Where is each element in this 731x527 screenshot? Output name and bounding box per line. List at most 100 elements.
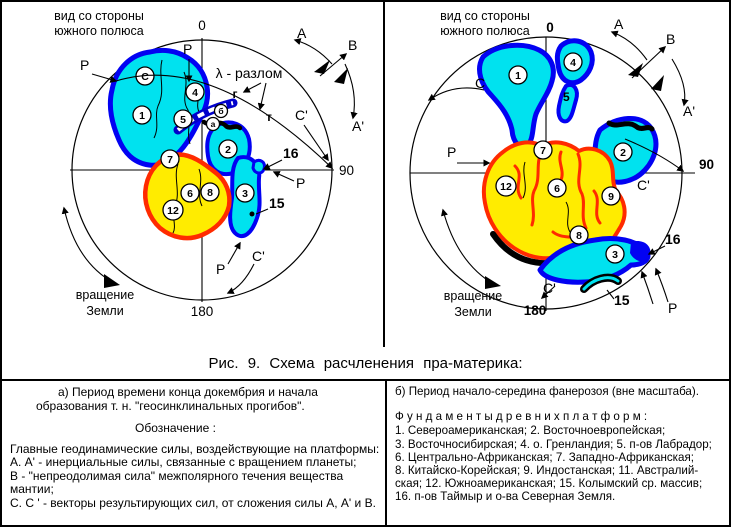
rift-line (530, 147, 545, 227)
region-9-label: 9 (601, 186, 621, 206)
svg-text:C: C (141, 71, 149, 83)
kolyma-hook-core (582, 276, 620, 291)
platform-line: ская; 12. Южноамериканская; 15. Колымски… (395, 477, 703, 491)
label-c-prime-90: C' (637, 177, 650, 193)
label-c-prime-top: C' (295, 107, 308, 123)
taimyr-dark-tip (630, 241, 651, 262)
svg-text:2: 2 (225, 144, 231, 156)
region-a-label: а (205, 116, 221, 132)
svg-text:8: 8 (576, 230, 582, 242)
force-c-line: С. С ' - векторы результирующих сил, от … (10, 495, 376, 510)
rift-line (576, 152, 588, 230)
p-arrow-br-2 (640, 270, 654, 305)
rotation-label-line2: Земли (86, 304, 123, 318)
svg-text:4: 4 (192, 87, 198, 99)
region-3-label: 3 (235, 183, 255, 203)
craton-boundary-line (183, 71, 191, 145)
vector-c-arc (115, 74, 334, 169)
kolyma-dot (249, 211, 255, 217)
callout-16-arrow (647, 245, 666, 255)
rotation-label-line1: вращение (444, 289, 503, 303)
label-a-prime-vector: A' (352, 118, 364, 134)
region-6-label: 6 (547, 178, 567, 198)
region-12-label: 12 (162, 199, 184, 221)
svg-text:9: 9 (608, 191, 614, 203)
label-a-vector: A (614, 16, 624, 32)
fault-arrow-t (257, 82, 267, 111)
rotation-label-line2: Земли (454, 305, 491, 319)
panel-a-view-title-line2: южного полюса (54, 24, 144, 38)
c-prime-arrow-top (303, 124, 329, 162)
platform-line: 8. Китайско-Корейская; 9. Индостанская; … (395, 464, 699, 478)
region-8-label: 8 (200, 182, 220, 202)
platform-line: 16. п-ов Таймыр и о-ва Северная Земля. (395, 490, 616, 504)
caption-band: Рис. 9. Схема расчленения пра-материка: (2, 347, 729, 381)
label-t-point: т (266, 110, 272, 124)
region-4-label: 4 (563, 52, 583, 72)
rift-line (513, 164, 523, 200)
region-3-label: 3 (605, 244, 625, 264)
panel-a: вид со стороны южного полюса 0 90 180 (2, 2, 385, 347)
taimyr-knob (251, 158, 266, 175)
section-b-text: б) Период начало-середина фанерозоя (вне… (387, 381, 729, 525)
craton-boundary-line (522, 161, 526, 199)
a-prime-arc (671, 58, 689, 107)
region-7-label: 7 (533, 140, 553, 160)
rotation-dart (485, 276, 501, 289)
rotation-dart (104, 274, 120, 288)
p-arrow-topleft (91, 73, 118, 83)
platform-line: 6. Центрально-Африканская; 7. Западно-Аф… (395, 450, 694, 464)
svg-text:7: 7 (540, 145, 546, 157)
labrador-blob (556, 83, 579, 124)
deg-90: 90 (699, 157, 714, 172)
svg-text:6: 6 (187, 188, 193, 200)
continent-north-america-blob (107, 47, 211, 168)
label-c-vector: C (475, 75, 485, 91)
p-arrow-right (272, 171, 295, 182)
svg-text:1: 1 (515, 70, 521, 82)
earth-rotation-arc (441, 208, 496, 286)
section-a-heading-line2: образования т. н. "геосинклинальных прог… (36, 398, 305, 413)
callout-15-line (606, 289, 615, 300)
diagram-panels: вид со стороны южного полюса 0 90 180 (2, 2, 729, 347)
region-2-label: 2 (613, 142, 633, 162)
craton-boundary-line (565, 201, 571, 233)
c-prime-arrow-bottom (540, 285, 556, 299)
label-b-vector: B (348, 37, 357, 53)
a-vector-arc (293, 38, 333, 65)
region-b-label: б (213, 103, 229, 119)
text-sections: а) Период времени конца докембрия и нача… (2, 381, 729, 525)
region-5-label: 5 (563, 90, 570, 104)
label-a-prime-vector: A' (683, 103, 695, 119)
craton-boundary-line (153, 59, 163, 139)
shear-dart (628, 63, 643, 77)
callout-15: 15 (269, 195, 285, 211)
region-5-label: 5 (173, 109, 193, 129)
panel-a-view-title-line1: вид со стороны (54, 9, 144, 23)
earth-rotation-arc (61, 206, 115, 284)
shear-dart (651, 75, 664, 91)
fault-arrow-g (242, 82, 262, 93)
deg-0: 0 (546, 20, 554, 35)
label-p-bottomright: P (668, 300, 677, 316)
rift-line (558, 150, 564, 182)
p-arrow-bottom (227, 241, 241, 265)
region-12-label: 12 (495, 175, 517, 197)
svg-text:4: 4 (570, 57, 576, 69)
panel-b-view-title-line2: южного полюса (440, 24, 530, 38)
p-arrow-br-1 (654, 267, 669, 303)
region-6-label: 6 (180, 183, 200, 203)
panel-a-svg: вид со стороны южного полюса 0 90 180 (54, 9, 364, 319)
a-vector-arc (610, 30, 648, 61)
region-7-label: 7 (160, 149, 180, 169)
svg-text:8: 8 (207, 187, 213, 199)
c-vector-arc (427, 87, 485, 101)
c-prime-arrow-90 (624, 138, 685, 172)
svg-text:12: 12 (500, 181, 512, 193)
label-fault: λ - разлом (216, 65, 283, 81)
svg-text:7: 7 (167, 154, 173, 166)
region-4-label: 4 (185, 82, 205, 102)
callout-15-line (255, 208, 269, 215)
craton-boundary-line (198, 168, 203, 207)
panel-b-svg: вид со стороны южного полюса 0 90 180 (409, 9, 714, 319)
